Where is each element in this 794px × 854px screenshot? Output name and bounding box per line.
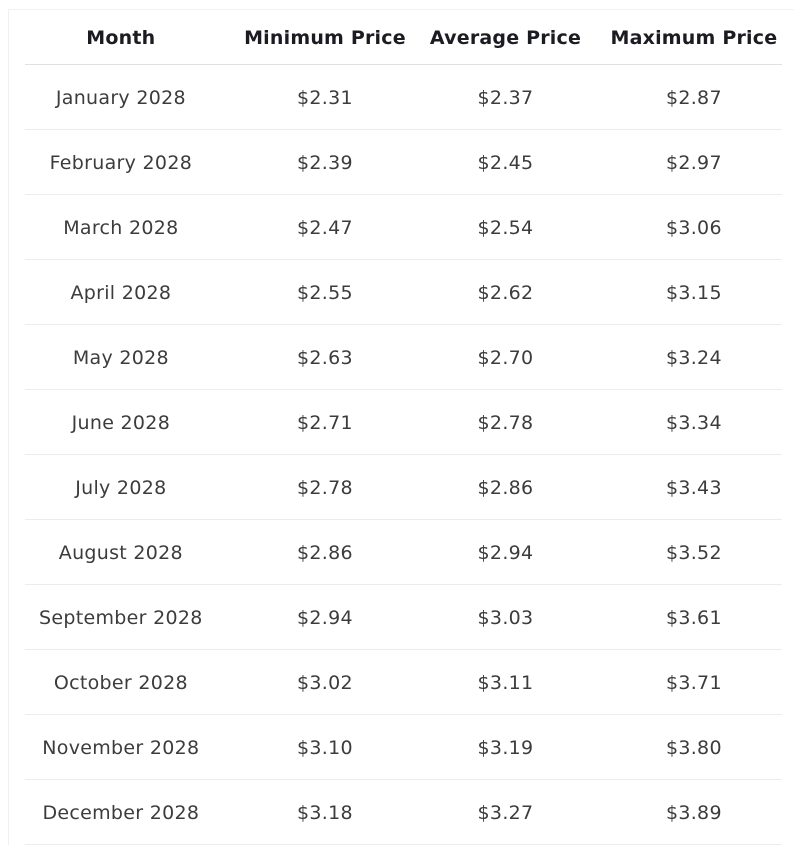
average-price-cell: $2.70 [477, 346, 534, 369]
table-row: June 2028 $2.71 $2.78 $3.34 [9, 390, 794, 455]
month-cell: March 2028 [63, 216, 179, 239]
minimum-price-cell: $2.78 [297, 476, 353, 499]
maximum-price-cell: $2.97 [665, 151, 722, 174]
maximum-price-cell: $3.06 [665, 216, 722, 239]
price-forecast-table: Month Minimum Price Average Price Maximu… [8, 9, 794, 845]
average-price-cell: $3.11 [477, 671, 534, 694]
minimum-price-cell: $2.31 [297, 86, 353, 109]
minimum-price-cell: $2.47 [297, 216, 353, 239]
maximum-price-cell: $2.87 [665, 86, 722, 109]
month-cell: February 2028 [49, 151, 193, 174]
month-cell: December 2028 [42, 801, 200, 824]
table-row: July 2028 $2.78 $2.86 $3.43 [9, 455, 794, 520]
minimum-price-cell: $2.94 [297, 606, 353, 629]
table-row: February 2028 $2.39 $2.45 $2.97 [9, 130, 794, 195]
average-price-cell: $3.03 [477, 606, 534, 629]
average-price-cell: $2.78 [477, 411, 534, 434]
table-row: September 2028 $2.94 $3.03 $3.61 [9, 585, 794, 650]
table-header-row: Month Minimum Price Average Price Maximu… [9, 10, 794, 65]
month-cell: July 2028 [75, 476, 167, 499]
average-price-cell: $2.94 [477, 541, 534, 564]
table-row: January 2028 $2.31 $2.37 $2.87 [9, 65, 794, 130]
maximum-price-cell: $3.71 [665, 671, 722, 694]
row-divider [25, 844, 782, 845]
maximum-price-cell: $3.61 [665, 606, 722, 629]
average-price-cell: $2.62 [477, 281, 534, 304]
minimum-price-cell: $2.86 [297, 541, 353, 564]
maximum-price-cell: $3.34 [665, 411, 722, 434]
month-cell: January 2028 [55, 86, 186, 109]
table-row: October 2028 $3.02 $3.11 $3.71 [9, 650, 794, 715]
table-row: May 2028 $2.63 $2.70 $3.24 [9, 325, 794, 390]
maximum-price-cell: $3.80 [665, 736, 722, 759]
maximum-price-cell: $3.24 [665, 346, 722, 369]
maximum-price-cell: $3.15 [665, 281, 722, 304]
average-price-cell: $3.19 [477, 736, 534, 759]
minimum-price-cell: $2.71 [297, 411, 353, 434]
maximum-price-cell: $3.52 [665, 541, 722, 564]
column-header-month: Month [86, 26, 156, 49]
month-cell: May 2028 [72, 346, 169, 369]
maximum-price-cell: $3.89 [665, 801, 722, 824]
minimum-price-cell: $2.63 [297, 346, 353, 369]
table-row: November 2028 $3.10 $3.19 $3.80 [9, 715, 794, 780]
month-cell: August 2028 [58, 541, 183, 564]
minimum-price-cell: $3.18 [297, 801, 353, 824]
column-header-average-price: Average Price [429, 26, 582, 49]
table-row: April 2028 $2.55 $2.62 $3.15 [9, 260, 794, 325]
maximum-price-cell: $3.43 [665, 476, 722, 499]
column-header-maximum-price: Maximum Price [610, 26, 778, 49]
average-price-cell: $2.45 [477, 151, 534, 174]
month-cell: September 2028 [39, 606, 203, 629]
minimum-price-cell: $2.39 [297, 151, 353, 174]
column-header-minimum-price: Minimum Price [244, 26, 406, 49]
minimum-price-cell: $3.02 [297, 671, 353, 694]
table-row: December 2028 $3.18 $3.27 $3.89 [9, 780, 794, 845]
month-cell: June 2028 [71, 411, 171, 434]
month-cell: November 2028 [42, 736, 200, 759]
table-row: August 2028 $2.86 $2.94 $3.52 [9, 520, 794, 585]
minimum-price-cell: $2.55 [297, 281, 353, 304]
average-price-cell: $2.54 [477, 216, 534, 239]
average-price-cell: $3.27 [477, 801, 534, 824]
table-row: March 2028 $2.47 $2.54 $3.06 [9, 195, 794, 260]
average-price-cell: $2.37 [477, 86, 534, 109]
month-cell: October 2028 [53, 671, 188, 694]
month-cell: April 2028 [70, 281, 172, 304]
average-price-cell: $2.86 [477, 476, 534, 499]
minimum-price-cell: $3.10 [297, 736, 353, 759]
